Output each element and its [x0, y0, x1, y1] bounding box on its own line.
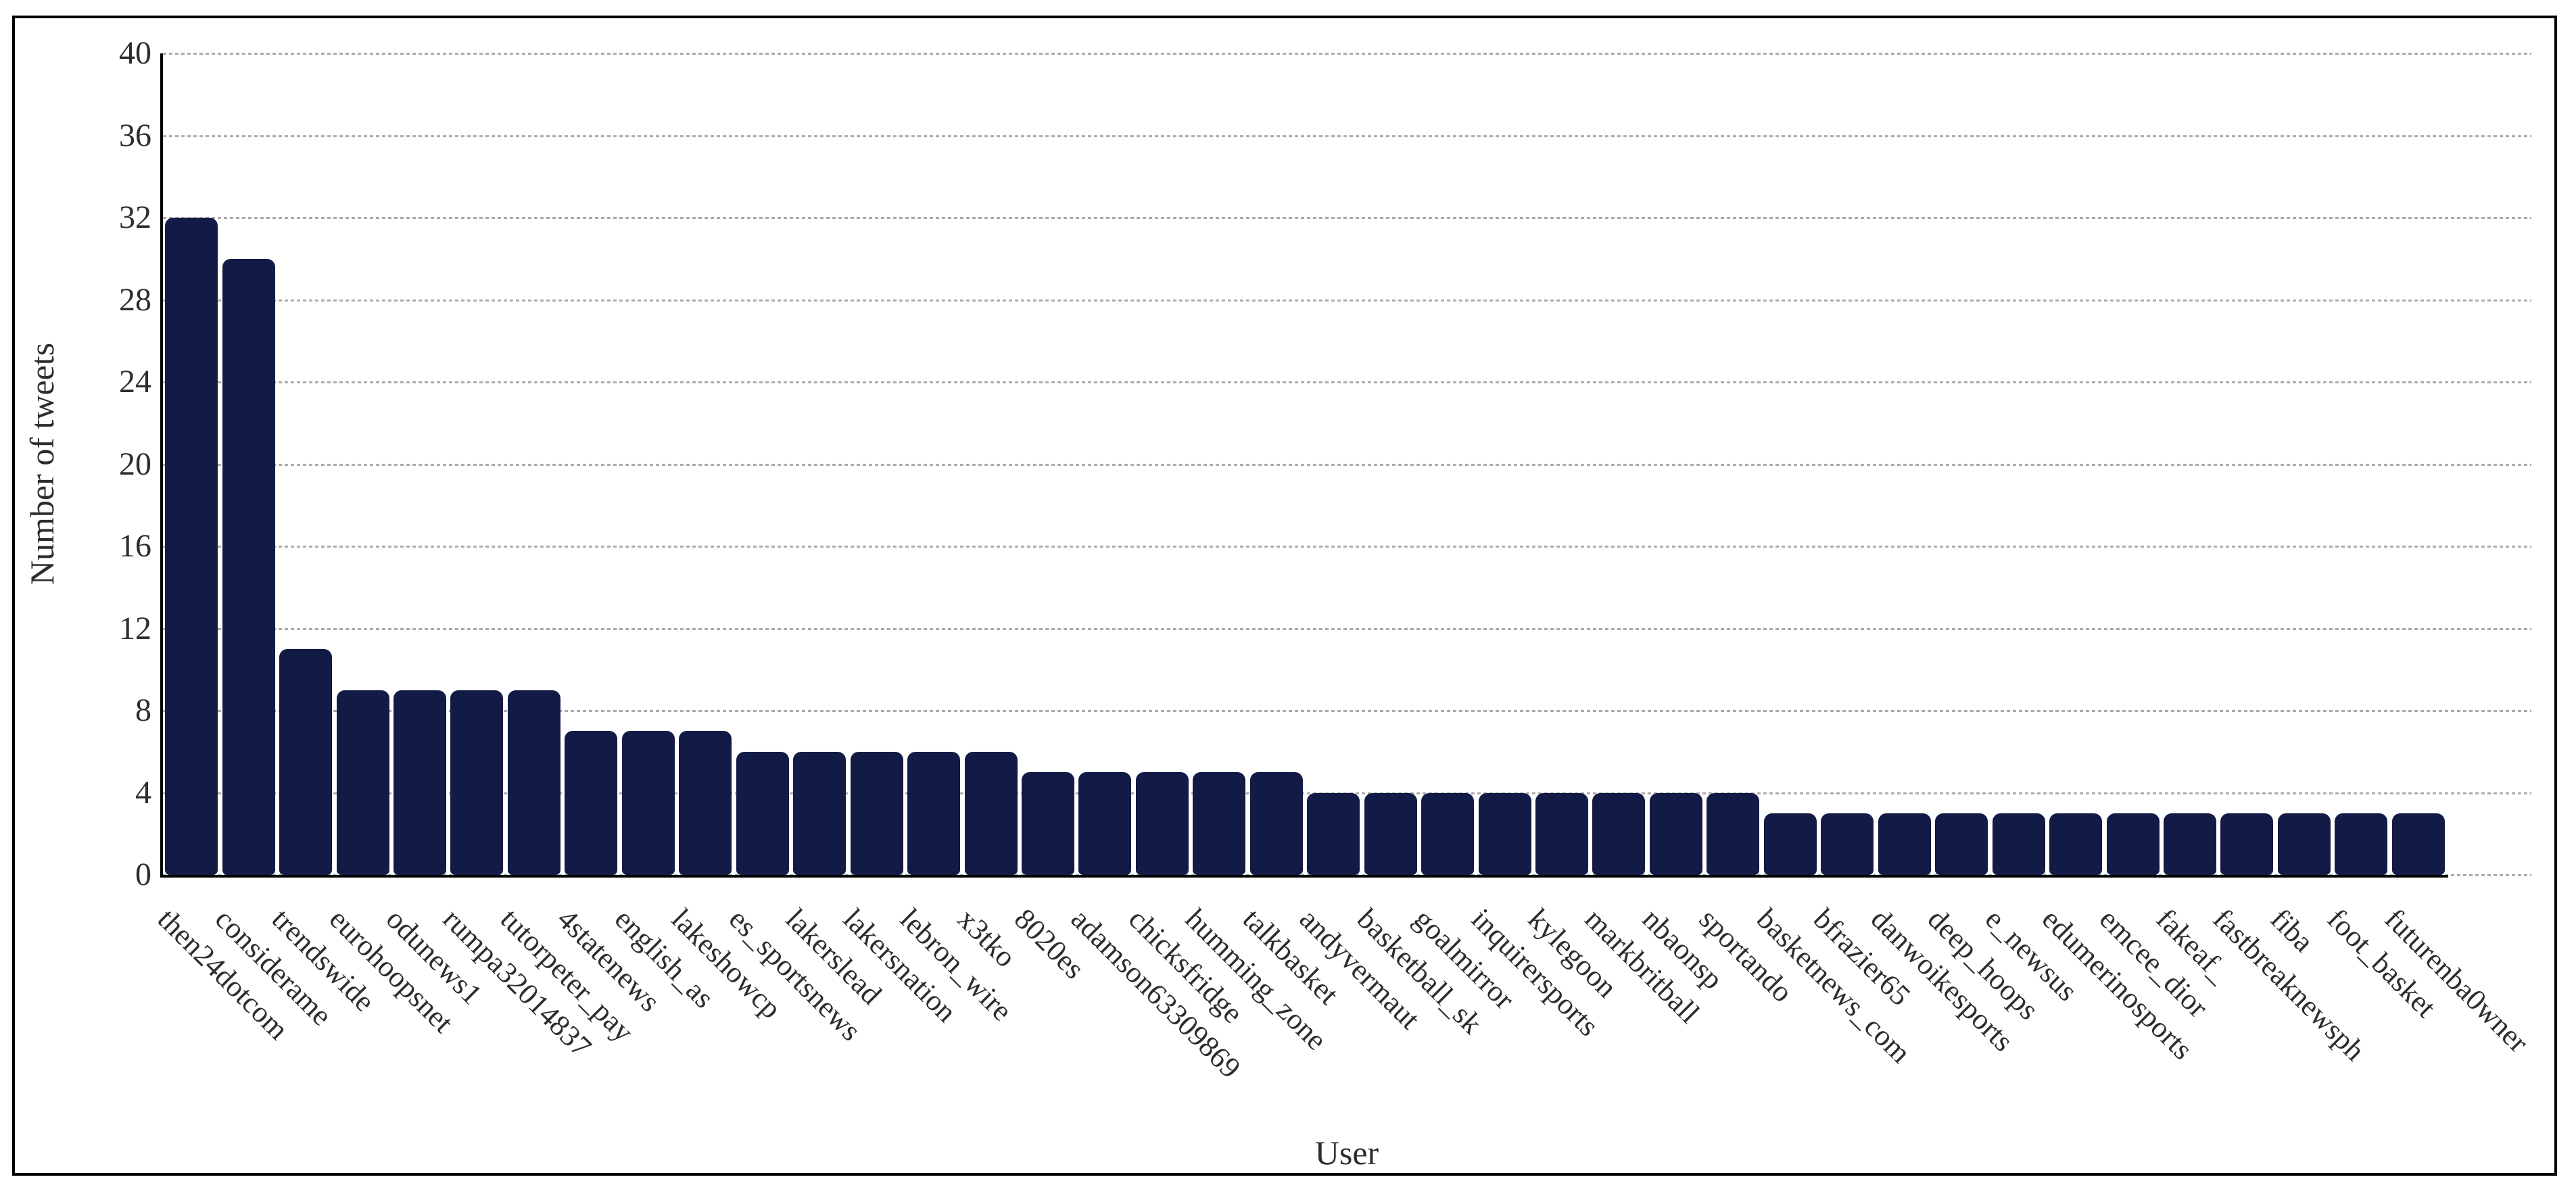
bar-basketnews_com [1763, 813, 1817, 875]
bar-inquirersports [1478, 792, 1531, 875]
bar-markbritball [1592, 792, 1646, 875]
y-axis-spine [160, 53, 163, 878]
bar-emcee_dior [2106, 813, 2160, 875]
y-tick-label-20: 20 [119, 446, 151, 482]
gridline-y-12 [163, 627, 2531, 630]
gridline-y-36 [163, 135, 2531, 137]
bar-foot_basket [2335, 813, 2388, 875]
bar-lebron_wire [907, 751, 961, 875]
bar-fiba [2277, 813, 2331, 875]
bar-andyvermaut [1307, 792, 1360, 875]
bar-kylegoon [1535, 792, 1589, 875]
gridline-y-16 [163, 546, 2531, 548]
bar-lakersnation [850, 751, 903, 875]
y-tick-label-0: 0 [135, 857, 151, 892]
bar-adamson63309869 [1078, 772, 1132, 875]
gridline-y-24 [163, 381, 2531, 383]
bar-x3tko [964, 751, 1018, 875]
bar-english_as [621, 731, 675, 875]
bar-bfrazier65 [1821, 813, 1874, 875]
bar-edumerinosports [2049, 813, 2103, 875]
bar-e_newsus [1992, 813, 2045, 875]
bar-futurenba0wner [2391, 813, 2445, 875]
y-tick-label-16: 16 [119, 528, 151, 564]
bar-tutorpeter_pay [507, 690, 560, 875]
bar-considerame [222, 258, 275, 875]
bar-trendswide [279, 648, 333, 875]
bar-danwoikesports [1878, 813, 1931, 875]
bar-lakerslead [793, 751, 846, 875]
y-tick-label-28: 28 [119, 281, 151, 318]
bar-sportando [1707, 792, 1760, 875]
bar-then24dotcom [165, 218, 218, 875]
bar-basketball_sk [1364, 792, 1417, 875]
gridline-y-32 [163, 217, 2531, 219]
x-axis-spine [160, 875, 2448, 878]
y-tick-label-32: 32 [119, 199, 151, 235]
figure-frame: 0 4 8 12 16 20 24 28 32 36 40 then24dotcom consider… [12, 16, 2557, 1176]
y-tick-label-36: 36 [119, 117, 151, 153]
bar-es_sportsnews [736, 751, 789, 875]
bar-odunews1 [393, 690, 447, 875]
gridline-y-8 [163, 710, 2531, 712]
bar-deep_hoops [1935, 813, 1988, 875]
bar-fastbreaknewsph [2220, 813, 2274, 875]
y-tick-label-40: 40 [119, 35, 151, 71]
bar-chicksfridge [1135, 772, 1189, 875]
gridline-y-28 [163, 299, 2531, 302]
bar-humming_zone [1193, 772, 1246, 875]
bar-lakeshowcp [679, 731, 732, 875]
bar-eurohoopsnet [336, 690, 389, 875]
x-axis-title: User [1314, 1134, 1379, 1172]
y-tick-label-4: 4 [135, 774, 151, 811]
bar-nbaonsp [1649, 792, 1702, 875]
y-tick-label-24: 24 [119, 364, 151, 400]
bar-fakeaf_ [2163, 813, 2216, 875]
y-tick-label-8: 8 [135, 692, 151, 728]
bar-8020es [1021, 772, 1074, 875]
y-tick-label-12: 12 [119, 610, 151, 646]
bar-rumpa32014837 [450, 690, 504, 875]
y-axis-title: Number of tweets [23, 342, 61, 585]
gridline-y-20 [163, 463, 2531, 466]
bar-goalmirror [1421, 792, 1475, 875]
bar-talkbasket [1249, 772, 1303, 875]
gridline-y-40 [163, 53, 2531, 55]
bar-4statenews [565, 731, 618, 875]
